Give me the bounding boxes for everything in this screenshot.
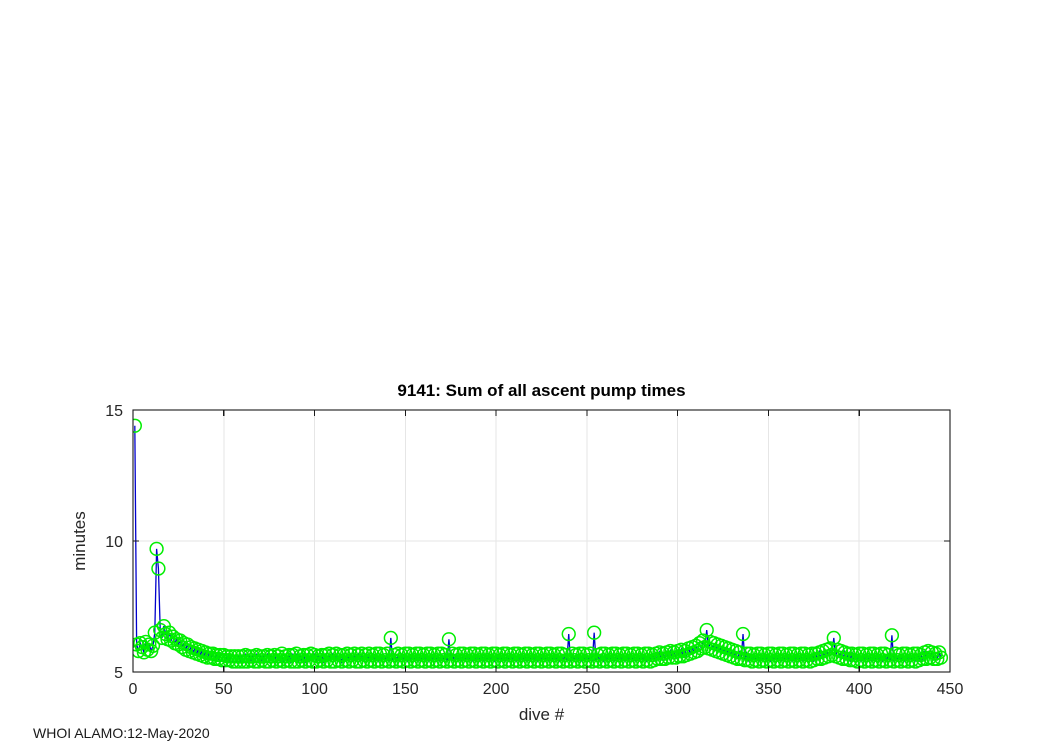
data-point: [151, 561, 166, 576]
x-tick-label: 100: [301, 681, 328, 698]
x-tick-label: 400: [846, 681, 873, 698]
plot-clip-left: [0, 0, 133, 750]
data-point: [732, 645, 747, 660]
plot-clip-top: [0, 0, 1050, 410]
x-axis-label: dive #: [519, 705, 565, 724]
x-tick-label: 0: [129, 681, 138, 698]
data-point: [810, 651, 825, 667]
y-axis-label: minutes: [70, 511, 89, 571]
x-tick-label: 350: [755, 681, 782, 698]
data-point: [587, 625, 602, 640]
data-point: [383, 630, 398, 646]
chart-title: 9141: Sum of all ascent pump times: [397, 381, 685, 400]
x-tick-label: 150: [392, 681, 419, 698]
data-point: [823, 641, 838, 656]
x-tick-label: 300: [664, 681, 691, 698]
data-point: [149, 541, 164, 557]
plot-clip-right: [951, 0, 1050, 750]
y-tick-label: 15: [105, 403, 123, 420]
x-tick-label: 450: [937, 681, 964, 698]
data-point: [561, 626, 576, 642]
x-tick-label: 250: [574, 681, 601, 698]
x-tick-label: 50: [215, 681, 233, 698]
y-tick-label: 10: [105, 534, 123, 551]
data-point: [884, 628, 900, 643]
data-point: [165, 629, 181, 644]
x-tick-label: 200: [483, 681, 510, 698]
data-point: [735, 626, 751, 642]
data-point: [672, 649, 687, 664]
footer-stamp: WHOI ALAMO:12-May-2020: [33, 725, 210, 741]
plot-clip-bottom: [0, 673, 1050, 750]
y-tick-label: 5: [114, 665, 123, 682]
data-point: [933, 650, 949, 665]
data-point: [695, 633, 711, 648]
data-point: [441, 632, 457, 647]
